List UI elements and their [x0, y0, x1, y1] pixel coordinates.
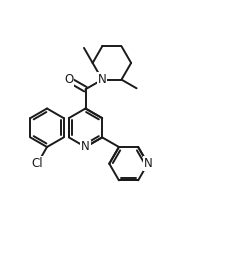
Text: O: O: [64, 73, 74, 86]
Text: Cl: Cl: [32, 157, 43, 170]
Text: N: N: [98, 73, 106, 86]
Text: N: N: [81, 140, 90, 154]
Text: N: N: [144, 157, 152, 170]
